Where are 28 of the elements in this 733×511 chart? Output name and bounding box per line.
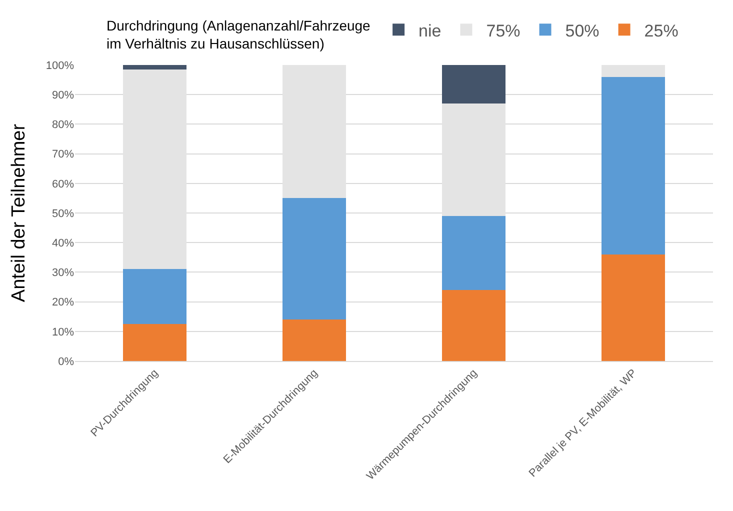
legend-label: nie	[418, 21, 442, 40]
legend-label: 25%	[644, 21, 678, 40]
bar	[601, 65, 666, 77]
bar	[282, 198, 346, 320]
y-tick-label: 80%	[52, 119, 74, 132]
legend-title: Durchdringung (Anlagenanzahl/Fahrzeuge im Verhältnis zu Hausanschlüssen)	[106, 17, 371, 52]
y-tick-label: 60%	[52, 178, 74, 190]
y-tick-label: 70%	[52, 148, 74, 161]
bar	[601, 254, 666, 361]
y-tick-label: 50%	[52, 208, 74, 220]
y-tick-label: 100%	[46, 60, 74, 72]
bar	[442, 216, 506, 290]
y-tick-label: 30%	[52, 267, 74, 280]
bar	[601, 76, 666, 254]
y-axis-title: Anteil der Teilnehmer	[8, 123, 30, 302]
y-tick-label: 0%	[58, 356, 74, 368]
legend-label: 75%	[486, 21, 520, 40]
bar	[122, 269, 187, 324]
bar	[122, 65, 187, 70]
y-tick-label: 20%	[52, 296, 74, 309]
y-tick-label: 40%	[52, 237, 74, 250]
y-tick-label: 10%	[52, 326, 74, 338]
bar	[282, 320, 346, 361]
y-tick-label: 90%	[52, 89, 74, 102]
legend-label: 50%	[565, 21, 600, 40]
bar	[122, 324, 187, 361]
bar	[442, 290, 506, 361]
bar	[442, 65, 506, 104]
